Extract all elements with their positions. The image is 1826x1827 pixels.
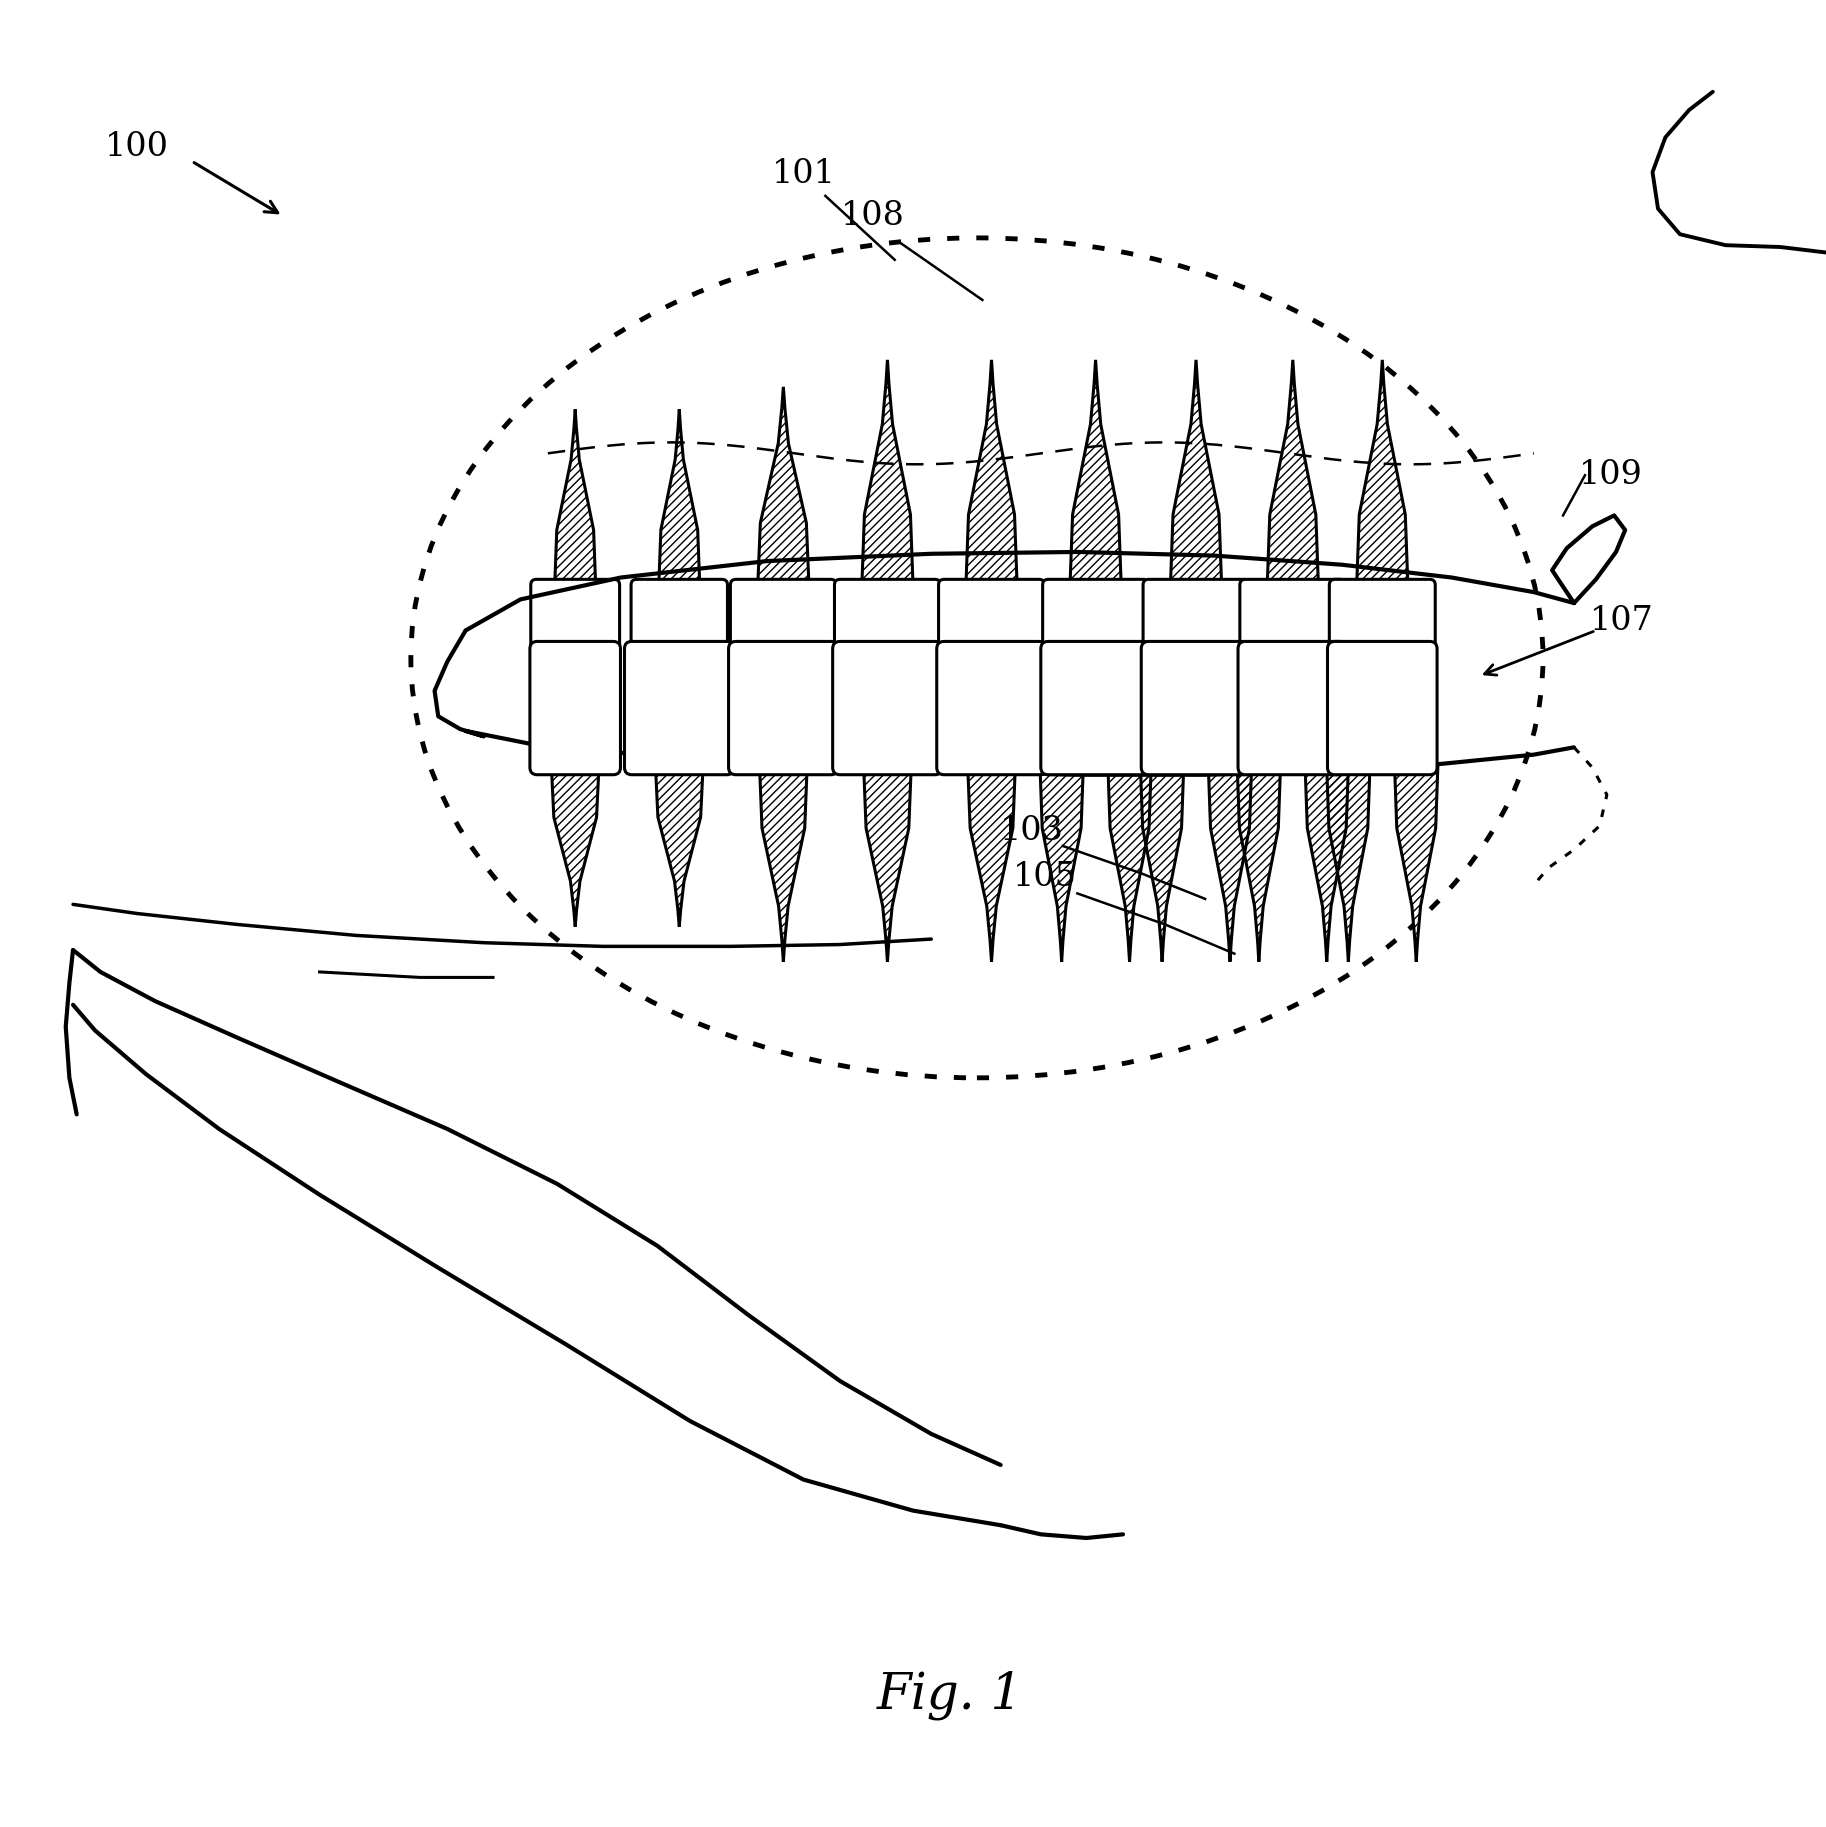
Text: 105: 105	[1012, 861, 1077, 893]
FancyBboxPatch shape	[1240, 579, 1346, 718]
FancyBboxPatch shape	[834, 579, 940, 718]
FancyBboxPatch shape	[1043, 579, 1149, 718]
FancyBboxPatch shape	[833, 641, 942, 775]
FancyBboxPatch shape	[1329, 579, 1435, 718]
Polygon shape	[968, 767, 1015, 961]
Polygon shape	[758, 387, 809, 585]
FancyBboxPatch shape	[632, 579, 727, 718]
FancyBboxPatch shape	[1143, 579, 1249, 718]
Polygon shape	[760, 767, 807, 961]
Polygon shape	[551, 767, 599, 926]
FancyBboxPatch shape	[1041, 641, 1150, 775]
Polygon shape	[1108, 767, 1150, 961]
Polygon shape	[659, 409, 699, 585]
Text: 103: 103	[1001, 815, 1063, 848]
Text: 100: 100	[104, 130, 170, 163]
Polygon shape	[1267, 360, 1318, 585]
Polygon shape	[1041, 767, 1083, 961]
Text: 107: 107	[1590, 605, 1653, 638]
Polygon shape	[1395, 767, 1437, 961]
FancyBboxPatch shape	[729, 641, 838, 775]
Polygon shape	[555, 409, 595, 585]
Polygon shape	[966, 360, 1017, 585]
Text: 101: 101	[772, 157, 834, 190]
Polygon shape	[862, 360, 913, 585]
FancyBboxPatch shape	[624, 641, 734, 775]
Polygon shape	[1141, 767, 1183, 961]
Polygon shape	[1070, 360, 1121, 585]
Polygon shape	[1209, 767, 1251, 961]
Polygon shape	[1238, 767, 1280, 961]
Text: 108: 108	[842, 199, 904, 232]
FancyBboxPatch shape	[1328, 641, 1437, 775]
Polygon shape	[1306, 767, 1348, 961]
Polygon shape	[1328, 767, 1370, 961]
FancyBboxPatch shape	[531, 579, 619, 718]
FancyBboxPatch shape	[939, 579, 1044, 718]
FancyBboxPatch shape	[530, 641, 621, 775]
Polygon shape	[1170, 360, 1222, 585]
FancyBboxPatch shape	[1141, 641, 1251, 775]
Text: 109: 109	[1579, 459, 1642, 491]
Polygon shape	[864, 767, 911, 961]
FancyBboxPatch shape	[937, 641, 1046, 775]
Polygon shape	[1357, 360, 1408, 585]
FancyBboxPatch shape	[730, 579, 836, 718]
Polygon shape	[656, 767, 703, 926]
FancyBboxPatch shape	[1238, 641, 1348, 775]
Text: Fig. 1: Fig. 1	[876, 1670, 1023, 1719]
